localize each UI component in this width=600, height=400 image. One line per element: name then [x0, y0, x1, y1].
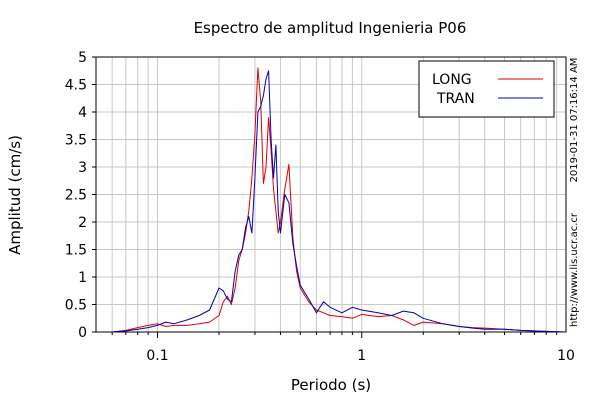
y-tick-label: 2.5 — [65, 188, 87, 204]
y-tick-labels: 0 0.5 1 1.5 2 2.5 3 3.5 4 4.5 5 — [65, 50, 87, 341]
y-tick-label: 1 — [78, 270, 87, 286]
axis-ticks — [92, 56, 558, 338]
legend-box — [418, 60, 555, 118]
y-tick-label: 4.5 — [65, 78, 87, 94]
timestamp-text: 2019-01-31 07:16:14 AM — [569, 58, 580, 183]
x-tick-label: 1 — [357, 348, 366, 364]
y-tick-label: 1.5 — [65, 243, 87, 259]
source-url-text: http://www.lis.ucr.ac.cr — [569, 212, 580, 327]
y-tick-label: 3 — [78, 160, 87, 176]
series-line-long — [112, 67, 567, 333]
y-tick-label: 0 — [78, 325, 87, 341]
legend: LONG TRAN — [418, 60, 555, 118]
x-axis-label: Periodo (s) — [291, 376, 371, 394]
x-tick-label: 10 — [557, 348, 575, 364]
grid — [96, 57, 566, 332]
y-axis-label: Amplitud (cm/s) — [6, 135, 24, 255]
x-tick-labels: 0.1 1 10 — [146, 348, 575, 364]
legend-label-tran: TRAN — [436, 91, 475, 107]
x-tick-label: 0.1 — [146, 348, 168, 364]
legend-label-long: LONG — [432, 72, 472, 88]
y-tick-label: 4 — [78, 105, 87, 121]
chart-title: Espectro de amplitud Ingenieria P06 — [194, 19, 467, 37]
y-tick-label: 3.5 — [65, 133, 87, 149]
series-lines — [112, 67, 567, 333]
y-tick-label: 0.5 — [65, 298, 87, 314]
y-tick-label: 2 — [78, 215, 87, 231]
series-line-tran — [112, 70, 567, 333]
y-tick-label: 5 — [78, 50, 87, 66]
